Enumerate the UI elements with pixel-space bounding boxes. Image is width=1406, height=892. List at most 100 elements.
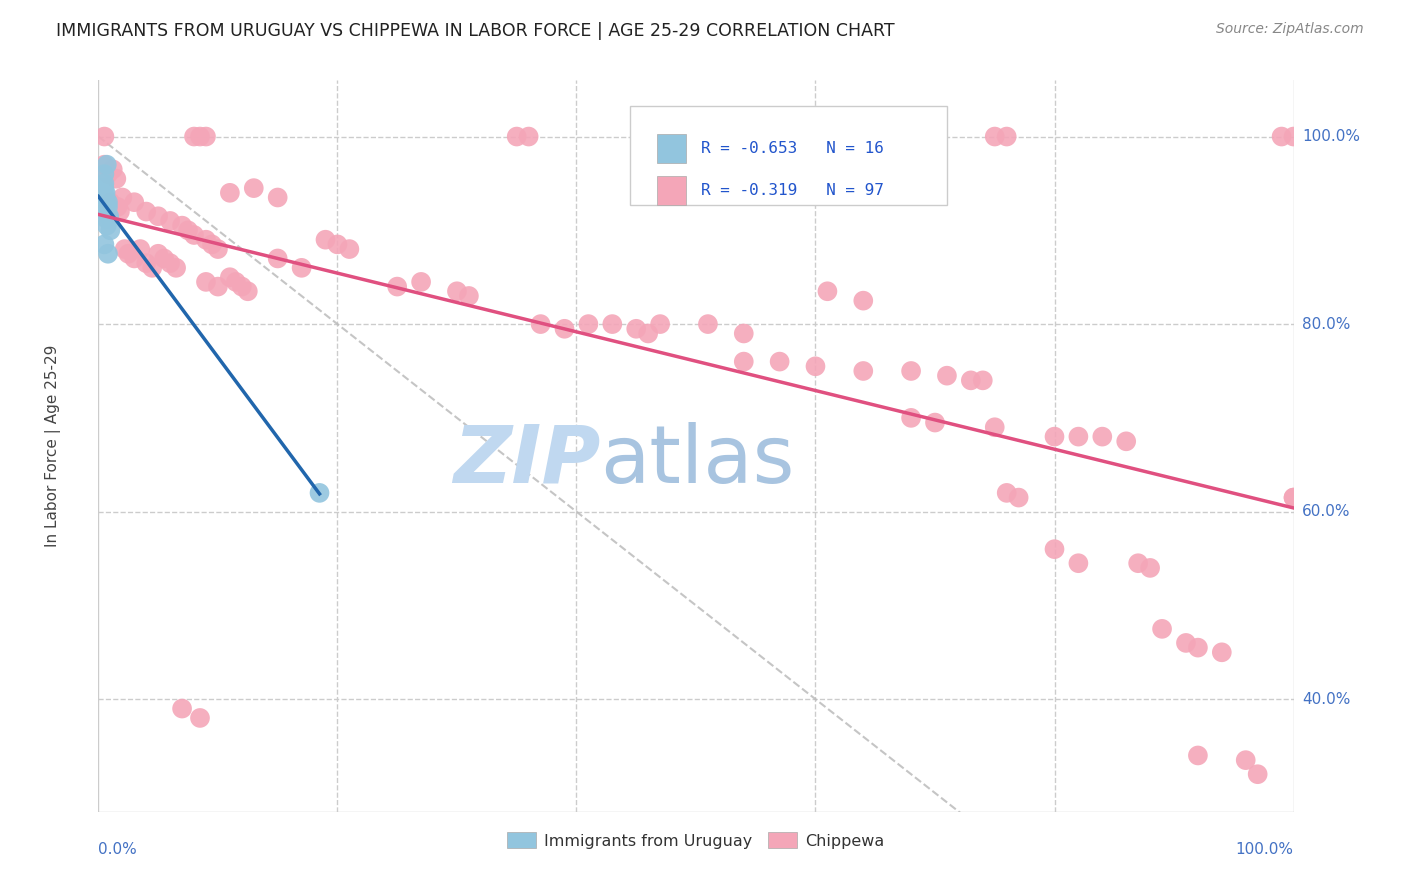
Point (1282, 491, 1305, 505)
Point (815, 285, 838, 299)
Point (267, 252, 290, 266)
Point (578, 317, 600, 331)
Point (195, 275, 218, 289)
Text: 100.0%: 100.0% (1302, 129, 1360, 144)
Point (995, 129, 1018, 144)
Text: Source: ZipAtlas.com: Source: ZipAtlas.com (1216, 22, 1364, 37)
Point (195, 129, 218, 144)
Point (1282, 129, 1305, 144)
Text: 100.0%: 100.0% (1236, 842, 1294, 857)
Point (97, 167, 120, 181)
Point (96, 212, 118, 227)
Point (98, 209, 121, 223)
Point (804, 359, 827, 374)
Point (984, 129, 1007, 144)
Point (98, 223, 122, 237)
Point (602, 317, 624, 331)
Point (972, 373, 994, 387)
Point (852, 293, 875, 308)
Point (107, 200, 129, 214)
Point (111, 190, 134, 204)
Point (1043, 542, 1066, 557)
Point (1139, 561, 1161, 575)
Point (1091, 429, 1114, 443)
Point (177, 223, 200, 237)
Point (339, 242, 361, 256)
Point (219, 270, 242, 285)
Text: IMMIGRANTS FROM URUGUAY VS CHIPPEWA IN LABOR FORCE | AGE 25-29 CORRELATION CHART: IMMIGRANTS FROM URUGUAY VS CHIPPEWA IN L… (56, 22, 894, 40)
Point (936, 368, 959, 383)
Point (114, 242, 136, 256)
Point (1043, 429, 1066, 443)
Point (243, 181, 266, 195)
Point (637, 326, 659, 341)
Point (93, 129, 115, 144)
Point (159, 256, 181, 270)
Text: In Labor Force | Age 25-29: In Labor Force | Age 25-29 (45, 345, 60, 547)
Point (94, 204, 117, 219)
Point (308, 486, 330, 500)
Point (517, 129, 540, 144)
Point (1271, 129, 1294, 144)
Point (207, 242, 229, 256)
Point (1282, 491, 1305, 505)
FancyBboxPatch shape (657, 134, 686, 163)
Point (153, 252, 176, 266)
Point (93, 177, 115, 191)
Point (172, 219, 194, 233)
Point (291, 260, 314, 275)
Point (117, 246, 139, 260)
Point (97, 200, 120, 214)
FancyBboxPatch shape (657, 176, 686, 205)
Point (108, 204, 131, 219)
Point (236, 285, 259, 299)
Point (1008, 491, 1031, 505)
Point (326, 237, 349, 252)
Point (1211, 645, 1233, 659)
Point (1128, 556, 1150, 570)
Point (231, 279, 253, 293)
FancyBboxPatch shape (630, 106, 948, 204)
Point (96, 158, 118, 172)
Point (385, 279, 409, 293)
Point (93, 158, 115, 172)
Point (267, 190, 290, 204)
Text: 40.0%: 40.0% (1302, 691, 1350, 706)
Point (183, 227, 205, 242)
Point (172, 701, 194, 715)
Point (995, 486, 1018, 500)
Point (458, 289, 481, 303)
Point (135, 256, 157, 270)
Point (697, 317, 720, 331)
Point (105, 171, 128, 186)
Point (141, 260, 163, 275)
Point (148, 209, 170, 223)
Point (225, 275, 247, 289)
Point (96, 219, 118, 233)
Point (183, 129, 205, 144)
Point (98, 195, 122, 210)
Point (97, 246, 120, 260)
Text: atlas: atlas (600, 422, 794, 500)
Point (188, 129, 211, 144)
Point (94, 190, 117, 204)
Point (984, 420, 1007, 434)
Point (768, 354, 790, 368)
Legend: Immigrants from Uruguay, Chippewa: Immigrants from Uruguay, Chippewa (501, 826, 891, 855)
Point (960, 373, 983, 387)
Point (1234, 753, 1257, 767)
Point (900, 364, 922, 378)
Point (93, 237, 115, 252)
Point (852, 364, 875, 378)
Point (1247, 767, 1270, 781)
Point (554, 322, 576, 336)
Point (900, 410, 922, 425)
Point (1187, 748, 1209, 763)
Text: 80.0%: 80.0% (1302, 317, 1350, 332)
Point (101, 162, 124, 177)
Point (1175, 636, 1198, 650)
Point (201, 237, 224, 252)
Point (135, 204, 157, 219)
Point (148, 246, 170, 260)
Point (188, 711, 211, 725)
